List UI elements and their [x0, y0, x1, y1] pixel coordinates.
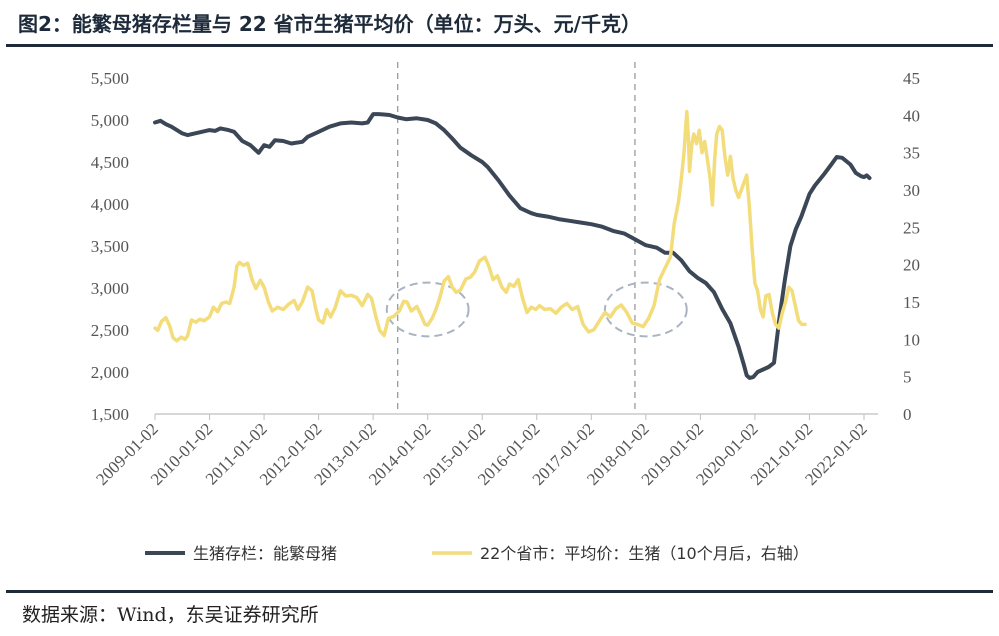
y-right-tick-label: 35 — [903, 144, 920, 163]
y-right-tick-label: 20 — [903, 256, 920, 275]
legend-label-sows: 生猪存栏：能繁母猪 — [193, 544, 337, 563]
y-left-tick-label: 3,000 — [91, 279, 129, 298]
y-left-tick-label: 2,000 — [91, 363, 129, 382]
y-right-tick-label: 45 — [903, 69, 920, 88]
y-left-tick-label: 1,500 — [91, 405, 129, 424]
bottom-rule — [6, 590, 993, 593]
y-right-tick-label: 30 — [903, 181, 920, 200]
sows-series-line — [153, 112, 872, 380]
chart-area: 1,500 2,000 2,500 3,000 3,500 4,000 4,500 5,000… — [91, 62, 920, 563]
legend: 生猪存栏：能繁母猪 22个省市：平均价：生猪（10个月后，右轴） — [145, 544, 809, 563]
highlight-ellipse — [385, 281, 470, 338]
y-left-tick-label: 3,500 — [91, 237, 129, 256]
source-note: 数据来源：Wind，东吴证券研究所 — [22, 604, 319, 626]
highlight-ellipse — [603, 281, 688, 338]
y-right-tick-label: 10 — [903, 330, 920, 349]
legend-label-price: 22个省市：平均价：生猪（10个月后，右轴） — [480, 544, 809, 563]
series-layer — [153, 109, 872, 380]
reference-lines — [397, 62, 636, 414]
y-right-tick-label: 25 — [903, 218, 920, 237]
y-right-tick-label: 0 — [903, 405, 912, 424]
y-left-tick-label: 4,500 — [91, 153, 129, 172]
highlight-ellipses — [385, 281, 688, 338]
y-left-tick-label: 2,500 — [91, 321, 129, 340]
y-left-tick-label: 5,500 — [91, 69, 129, 88]
title-bar: 图2：能繁母猪存栏量与 22 省市生猪平均价（单位：万头、元/千克） — [0, 0, 999, 44]
y-right-tick-label: 40 — [903, 106, 920, 125]
y-right-tick-label: 5 — [903, 368, 912, 387]
axes-layer — [154, 413, 878, 420]
chart-title: 图2：能繁母猪存栏量与 22 省市生猪平均价（单位：万头、元/千克） — [18, 12, 641, 36]
y-left-tick-label: 5,000 — [91, 111, 129, 130]
y-left-tick-label: 4,000 — [91, 195, 129, 214]
y-right-tick-label: 15 — [903, 293, 920, 312]
top-rule — [6, 44, 993, 47]
price-series-line — [153, 109, 807, 343]
